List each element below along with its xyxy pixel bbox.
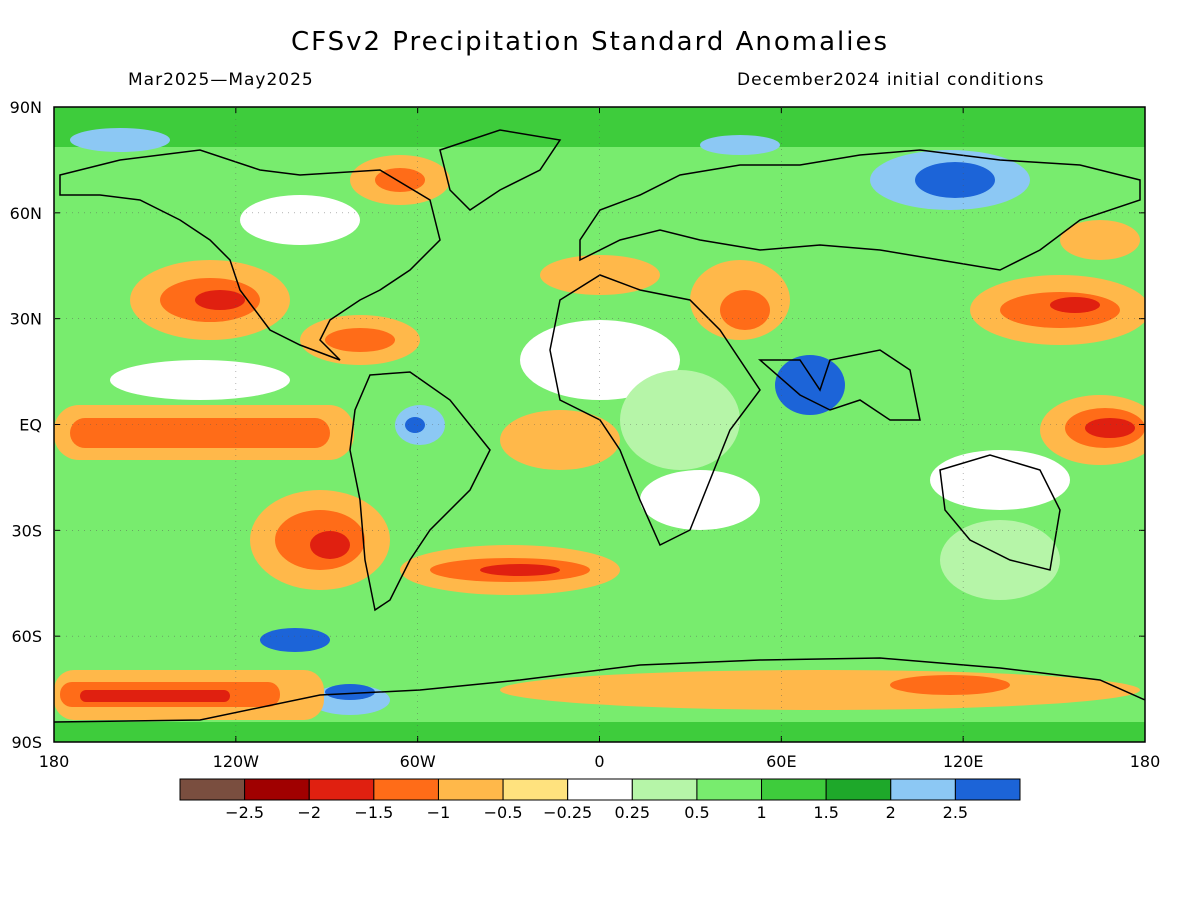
colorbar-swatch: [308, 778, 375, 801]
latitude-axis: 90N 60N 30N EQ 30S 60S 90S: [10, 98, 1145, 752]
lat-label: 30S: [11, 521, 42, 540]
colorbar-swatch: [825, 778, 892, 801]
lat-label: 60S: [11, 627, 42, 646]
colorbar-swatch: [631, 778, 698, 801]
lat-label: 30N: [10, 310, 42, 329]
colorbar-swatch: [179, 778, 246, 801]
colorbar-swatch: [373, 778, 439, 801]
colorbar-swatch: [502, 778, 569, 801]
colorbar-swatch: [437, 778, 504, 801]
colorbar-label: −2.5: [225, 803, 264, 822]
colorbar-labels: −2.5 −2 −1.5 −1 −0.5 −0.25 0.25 0.5 1 1.5 2 2.5: [225, 803, 968, 822]
colorbar-label: 1: [756, 803, 766, 822]
colorbar-label: 0.5: [684, 803, 709, 822]
colorbar-swatch: [244, 778, 310, 801]
anomaly-field: [54, 107, 1145, 742]
colorbar-label: −2: [297, 803, 321, 822]
lat-label: EQ: [19, 416, 42, 435]
colorbar-swatch: [890, 778, 956, 801]
colorbar-swatch: [954, 778, 1021, 801]
initial-conditions-label: December2024 initial conditions: [737, 70, 1045, 90]
lat-label: 90N: [10, 98, 42, 117]
coastlines: [54, 129, 1145, 723]
colorbar-swatch: [696, 778, 763, 801]
colorbar-swatch: [761, 778, 827, 801]
lon-label: 0: [594, 752, 604, 771]
colorbar-label: −1: [427, 803, 451, 822]
colorbar-swatch: [567, 778, 633, 801]
period-label: Mar2025—May2025: [128, 70, 314, 90]
colorbar-label: 2: [886, 803, 896, 822]
lat-label: 90S: [11, 733, 42, 752]
colorbar-label: −0.25: [543, 803, 592, 822]
colorbar: [179, 778, 1021, 801]
colorbar-label: −1.5: [354, 803, 393, 822]
lon-label: 180: [39, 752, 70, 771]
lat-label: 60N: [10, 204, 42, 223]
lon-label: 60E: [766, 752, 796, 771]
map-title: CFSv2 Precipitation Standard Anomalies: [290, 27, 890, 57]
lon-label: 180: [1130, 752, 1161, 771]
longitude-axis: 180 120W 60W 0 60E 120E 180: [39, 107, 1161, 771]
lon-label: 120E: [943, 752, 984, 771]
colorbar-label: 2.5: [943, 803, 968, 822]
lon-label: 60W: [400, 752, 436, 771]
colorbar-label: 0.25: [614, 803, 650, 822]
lon-label: 120W: [213, 752, 260, 771]
colorbar-label: 1.5: [813, 803, 838, 822]
colorbar-label: −0.5: [484, 803, 523, 822]
